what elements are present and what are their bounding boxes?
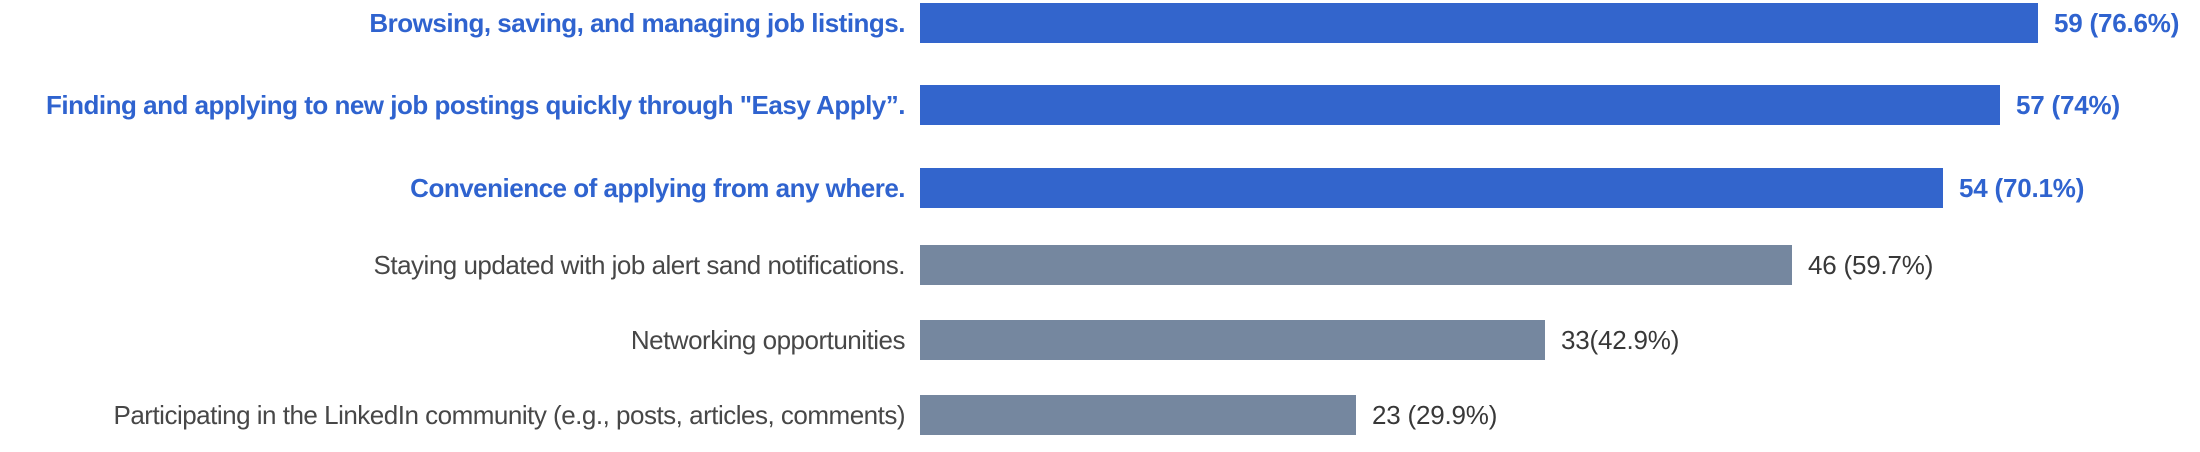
value-label: 33(42.9%) [1561,325,1680,355]
bar-track: 46 (59.7%) [920,245,2200,285]
value-label: 59 (76.6%) [2054,8,2180,38]
bar [920,245,1792,285]
bar-track: 59 (76.6%) [920,3,2200,43]
bar-track: 33(42.9%) [920,320,2200,360]
bar-row-5: Networking opportunities 33(42.9%) [0,320,2200,360]
bar-track: 57 (74%) [920,85,2200,125]
category-label: Browsing, saving, and managing job listi… [369,8,905,38]
bar-row-6: Participating in the LinkedIn community … [0,395,2200,435]
category-label: Networking opportunities [630,325,906,355]
category-label: Participating in the LinkedIn community … [113,400,905,430]
category-label: Finding and applying to new job postings… [46,90,905,120]
bar [920,320,1545,360]
bar-row-1: Browsing, saving, and managing job listi… [0,3,2200,43]
bar-track: 54 (70.1%) [920,168,2200,208]
bar [920,85,2000,125]
bar-row-2: Finding and applying to new job postings… [0,85,2200,125]
category-label: Staying updated with job alert sand noti… [373,250,906,280]
bar-track: 23 (29.9%) [920,395,2200,435]
bar [920,395,1356,435]
bar [920,168,1943,208]
bar-row-4: Staying updated with job alert sand noti… [0,245,2200,285]
value-label: 46 (59.7%) [1808,250,1934,280]
bar-row-3: Convenience of applying from any where. 5… [0,168,2200,208]
value-label: 57 (74%) [2016,90,2120,120]
value-label: 23 (29.9%) [1372,400,1498,430]
category-label: Convenience of applying from any where. [410,173,905,203]
bar [920,3,2038,43]
value-label: 54 (70.1%) [1959,173,2085,203]
